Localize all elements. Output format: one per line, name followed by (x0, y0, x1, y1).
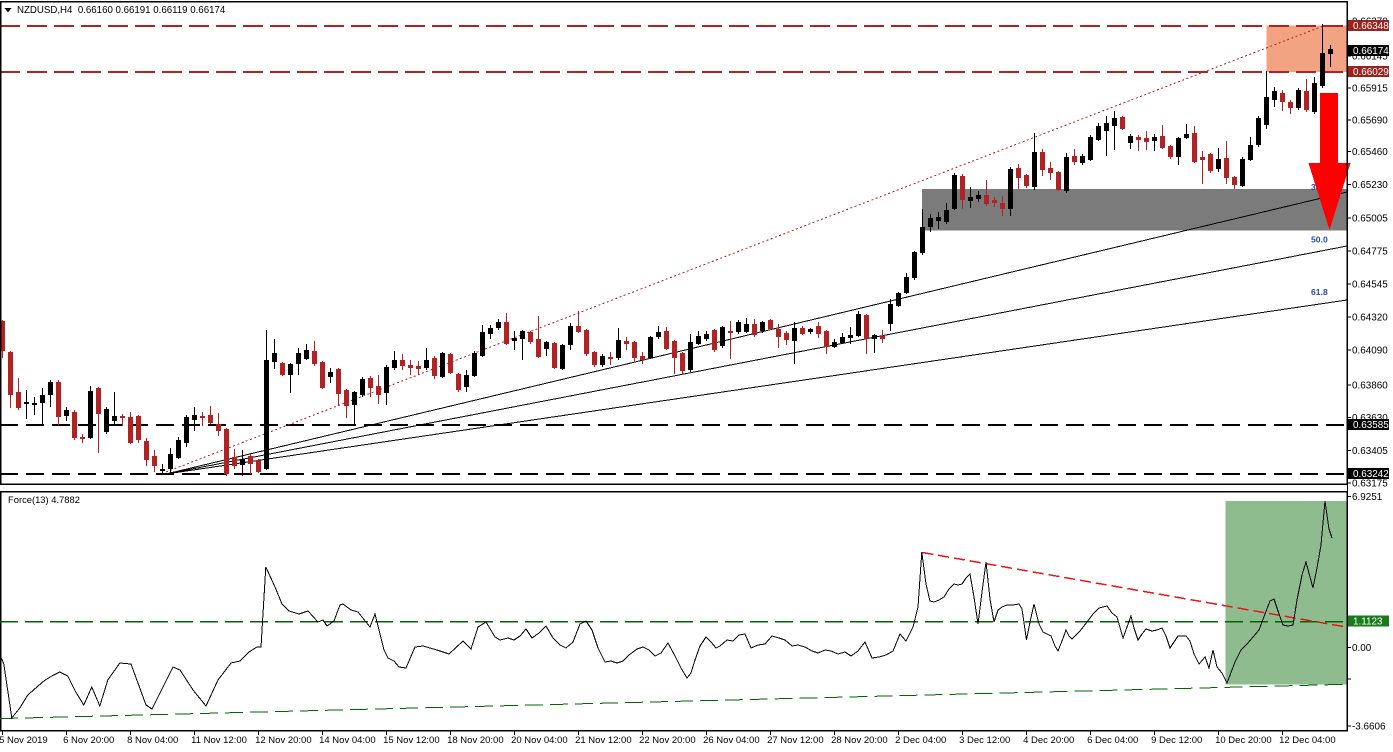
svg-text:21 Nov 12:00: 21 Nov 12:00 (575, 735, 632, 746)
svg-text:12 Dec 04:00: 12 Dec 04:00 (1279, 735, 1336, 746)
svg-text:NZDUSD,H4 0.66160 0.66191 0.6: NZDUSD,H4 0.66160 0.66191 0.66119 0.6617… (17, 5, 226, 16)
svg-text:0.63405: 0.63405 (1352, 446, 1388, 457)
svg-text:0.64320: 0.64320 (1352, 313, 1388, 324)
svg-text:0.66145: 0.66145 (1352, 52, 1388, 63)
svg-text:10 Dec 20:00: 10 Dec 20:00 (1215, 735, 1272, 746)
svg-text:0.65690: 0.65690 (1352, 116, 1388, 127)
svg-text:12 Nov 20:00: 12 Nov 20:00 (255, 735, 312, 746)
svg-text:4 Dec 20:00: 4 Dec 20:00 (1023, 735, 1074, 746)
svg-text:0.65915: 0.65915 (1352, 84, 1388, 95)
svg-text:0.66174: 0.66174 (1353, 46, 1389, 57)
svg-text:18 Nov 20:00: 18 Nov 20:00 (447, 735, 504, 746)
svg-text:11 Nov 12:00: 11 Nov 12:00 (191, 735, 247, 746)
svg-text:15 Nov 12:00: 15 Nov 12:00 (383, 735, 440, 746)
svg-text:3 Dec 12:00: 3 Dec 12:00 (959, 735, 1010, 746)
svg-text:0.64775: 0.64775 (1352, 247, 1388, 258)
svg-text:8 Nov 04:00: 8 Nov 04:00 (127, 735, 178, 746)
svg-text:26 Nov 04:00: 26 Nov 04:00 (703, 735, 760, 746)
svg-text:27 Nov 12:00: 27 Nov 12:00 (767, 735, 824, 746)
svg-text:0.64545: 0.64545 (1352, 280, 1388, 291)
svg-text:0.00: 0.00 (1352, 643, 1372, 654)
svg-text:6 Dec 04:00: 6 Dec 04:00 (1087, 735, 1138, 746)
svg-text:2 Dec 04:00: 2 Dec 04:00 (895, 735, 946, 746)
svg-text:6 Nov 20:00: 6 Nov 20:00 (63, 735, 114, 746)
svg-text:5 Nov 2019: 5 Nov 2019 (0, 735, 48, 746)
svg-text:0.63175: 0.63175 (1352, 479, 1388, 490)
svg-text:0.65230: 0.65230 (1352, 180, 1388, 191)
svg-text:6.9251: 6.9251 (1352, 492, 1383, 503)
svg-text:1.1123: 1.1123 (1353, 617, 1383, 628)
svg-text:0.66029: 0.66029 (1353, 67, 1389, 78)
svg-text:0.63860: 0.63860 (1352, 381, 1388, 392)
svg-text:0.66348: 0.66348 (1353, 21, 1389, 32)
svg-text:20 Nov 04:00: 20 Nov 04:00 (511, 735, 568, 746)
svg-text:0.63585: 0.63585 (1353, 420, 1389, 431)
svg-text:0.65460: 0.65460 (1352, 147, 1388, 158)
svg-text:22 Nov 20:00: 22 Nov 20:00 (639, 735, 696, 746)
svg-text:0.64090: 0.64090 (1352, 346, 1388, 357)
svg-text:28 Nov 20:00: 28 Nov 20:00 (831, 735, 888, 746)
svg-text:0.63242: 0.63242 (1353, 469, 1389, 480)
svg-text:-3.6606: -3.6606 (1352, 722, 1386, 733)
svg-text:14 Nov 04:00: 14 Nov 04:00 (319, 735, 376, 746)
svg-text:0.63630: 0.63630 (1352, 413, 1388, 424)
svg-text:0.65005: 0.65005 (1352, 214, 1388, 225)
svg-text:9 Dec 12:00: 9 Dec 12:00 (1151, 735, 1202, 746)
svg-text:Force(13) 4.7882: Force(13) 4.7882 (8, 494, 80, 505)
svg-text:50.0: 50.0 (1311, 235, 1328, 245)
svg-text:61.8: 61.8 (1311, 287, 1328, 297)
